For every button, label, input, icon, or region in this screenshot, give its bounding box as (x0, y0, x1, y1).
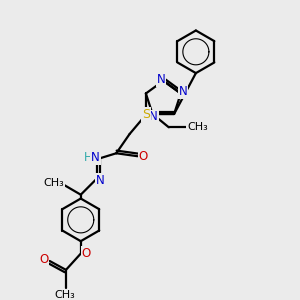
Text: S: S (142, 108, 150, 121)
Text: CH₃: CH₃ (54, 290, 75, 300)
Text: N: N (179, 85, 188, 98)
Text: N: N (96, 174, 105, 187)
Text: O: O (39, 253, 48, 266)
Text: CH₃: CH₃ (43, 178, 64, 188)
Text: O: O (82, 247, 91, 260)
Text: H: H (84, 151, 93, 164)
Text: O: O (139, 150, 148, 163)
Text: N: N (157, 73, 165, 86)
Text: N: N (149, 110, 158, 124)
Text: N: N (91, 151, 100, 164)
Text: CH₃: CH₃ (187, 122, 208, 132)
